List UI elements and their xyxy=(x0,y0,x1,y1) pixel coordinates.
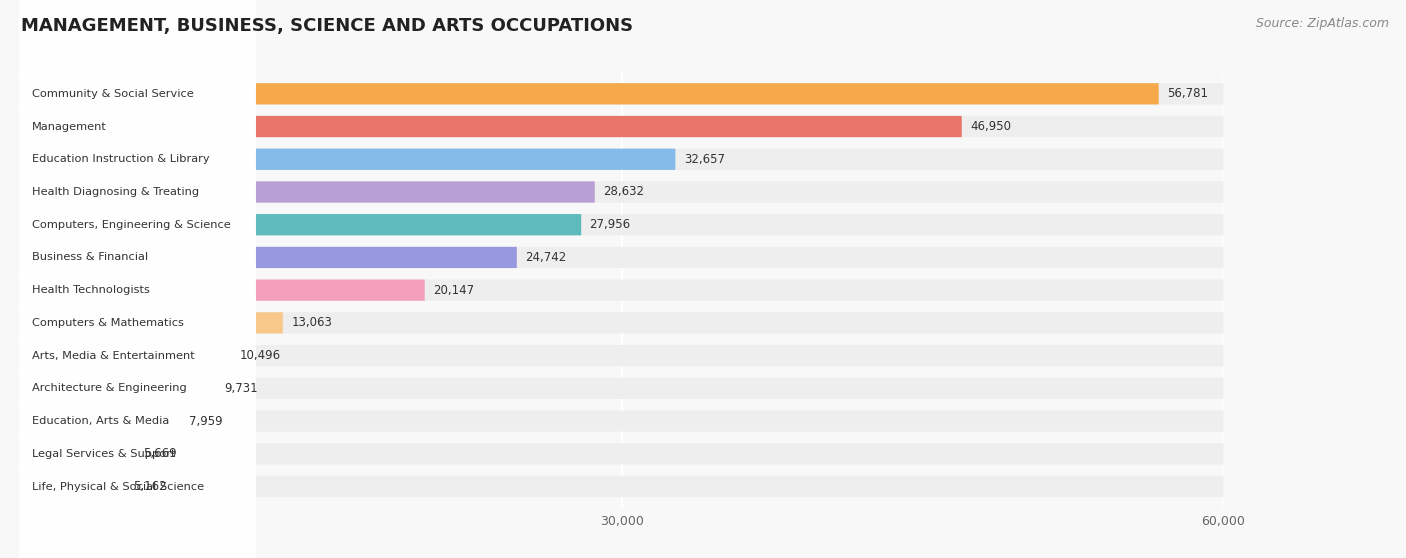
FancyBboxPatch shape xyxy=(18,0,256,558)
FancyBboxPatch shape xyxy=(21,280,1223,301)
FancyBboxPatch shape xyxy=(21,148,675,170)
Text: Life, Physical & Social Science: Life, Physical & Social Science xyxy=(32,482,204,492)
FancyBboxPatch shape xyxy=(18,0,256,558)
FancyBboxPatch shape xyxy=(21,116,1223,137)
FancyBboxPatch shape xyxy=(21,214,1223,235)
FancyBboxPatch shape xyxy=(21,378,1223,399)
Text: 20,147: 20,147 xyxy=(433,283,474,297)
Text: Source: ZipAtlas.com: Source: ZipAtlas.com xyxy=(1256,17,1389,30)
FancyBboxPatch shape xyxy=(21,181,1223,203)
Text: Education Instruction & Library: Education Instruction & Library xyxy=(32,154,209,164)
FancyBboxPatch shape xyxy=(21,312,283,334)
Text: Education, Arts & Media: Education, Arts & Media xyxy=(32,416,169,426)
FancyBboxPatch shape xyxy=(18,0,256,558)
FancyBboxPatch shape xyxy=(18,0,256,558)
Text: 13,063: 13,063 xyxy=(291,316,332,329)
FancyBboxPatch shape xyxy=(21,345,232,366)
Text: Arts, Media & Entertainment: Arts, Media & Entertainment xyxy=(32,350,194,360)
FancyBboxPatch shape xyxy=(21,181,595,203)
Text: Computers & Mathematics: Computers & Mathematics xyxy=(32,318,184,328)
Text: 5,669: 5,669 xyxy=(143,448,177,460)
Text: 10,496: 10,496 xyxy=(240,349,281,362)
FancyBboxPatch shape xyxy=(18,0,256,558)
FancyBboxPatch shape xyxy=(21,411,180,432)
FancyBboxPatch shape xyxy=(18,0,256,558)
Text: 24,742: 24,742 xyxy=(526,251,567,264)
FancyBboxPatch shape xyxy=(21,443,135,464)
Text: Health Technologists: Health Technologists xyxy=(32,285,150,295)
FancyBboxPatch shape xyxy=(21,312,1223,334)
Text: 46,950: 46,950 xyxy=(970,120,1011,133)
FancyBboxPatch shape xyxy=(21,280,425,301)
Text: Health Diagnosing & Treating: Health Diagnosing & Treating xyxy=(32,187,200,197)
FancyBboxPatch shape xyxy=(21,214,581,235)
FancyBboxPatch shape xyxy=(18,0,256,558)
Text: 5,162: 5,162 xyxy=(134,480,166,493)
Text: Architecture & Engineering: Architecture & Engineering xyxy=(32,383,187,393)
FancyBboxPatch shape xyxy=(21,148,1223,170)
Text: 7,959: 7,959 xyxy=(188,415,222,427)
FancyBboxPatch shape xyxy=(18,0,256,558)
FancyBboxPatch shape xyxy=(21,443,1223,464)
FancyBboxPatch shape xyxy=(21,378,217,399)
FancyBboxPatch shape xyxy=(21,411,1223,432)
Text: 9,731: 9,731 xyxy=(225,382,259,395)
FancyBboxPatch shape xyxy=(21,247,1223,268)
FancyBboxPatch shape xyxy=(18,0,256,558)
FancyBboxPatch shape xyxy=(21,476,1223,497)
FancyBboxPatch shape xyxy=(21,476,125,497)
Text: 28,632: 28,632 xyxy=(603,185,644,199)
Text: Legal Services & Support: Legal Services & Support xyxy=(32,449,176,459)
Text: Business & Financial: Business & Financial xyxy=(32,252,148,262)
FancyBboxPatch shape xyxy=(18,0,256,558)
FancyBboxPatch shape xyxy=(21,83,1159,104)
FancyBboxPatch shape xyxy=(21,116,962,137)
FancyBboxPatch shape xyxy=(18,0,256,558)
FancyBboxPatch shape xyxy=(21,345,1223,366)
Text: 32,657: 32,657 xyxy=(683,153,725,166)
FancyBboxPatch shape xyxy=(18,0,256,558)
Text: Community & Social Service: Community & Social Service xyxy=(32,89,194,99)
Text: MANAGEMENT, BUSINESS, SCIENCE AND ARTS OCCUPATIONS: MANAGEMENT, BUSINESS, SCIENCE AND ARTS O… xyxy=(21,17,633,35)
FancyBboxPatch shape xyxy=(21,83,1223,104)
Text: Management: Management xyxy=(32,122,107,132)
Text: 56,781: 56,781 xyxy=(1167,87,1208,100)
FancyBboxPatch shape xyxy=(18,0,256,558)
Text: 27,956: 27,956 xyxy=(589,218,631,231)
Text: Computers, Engineering & Science: Computers, Engineering & Science xyxy=(32,220,231,230)
FancyBboxPatch shape xyxy=(21,247,517,268)
